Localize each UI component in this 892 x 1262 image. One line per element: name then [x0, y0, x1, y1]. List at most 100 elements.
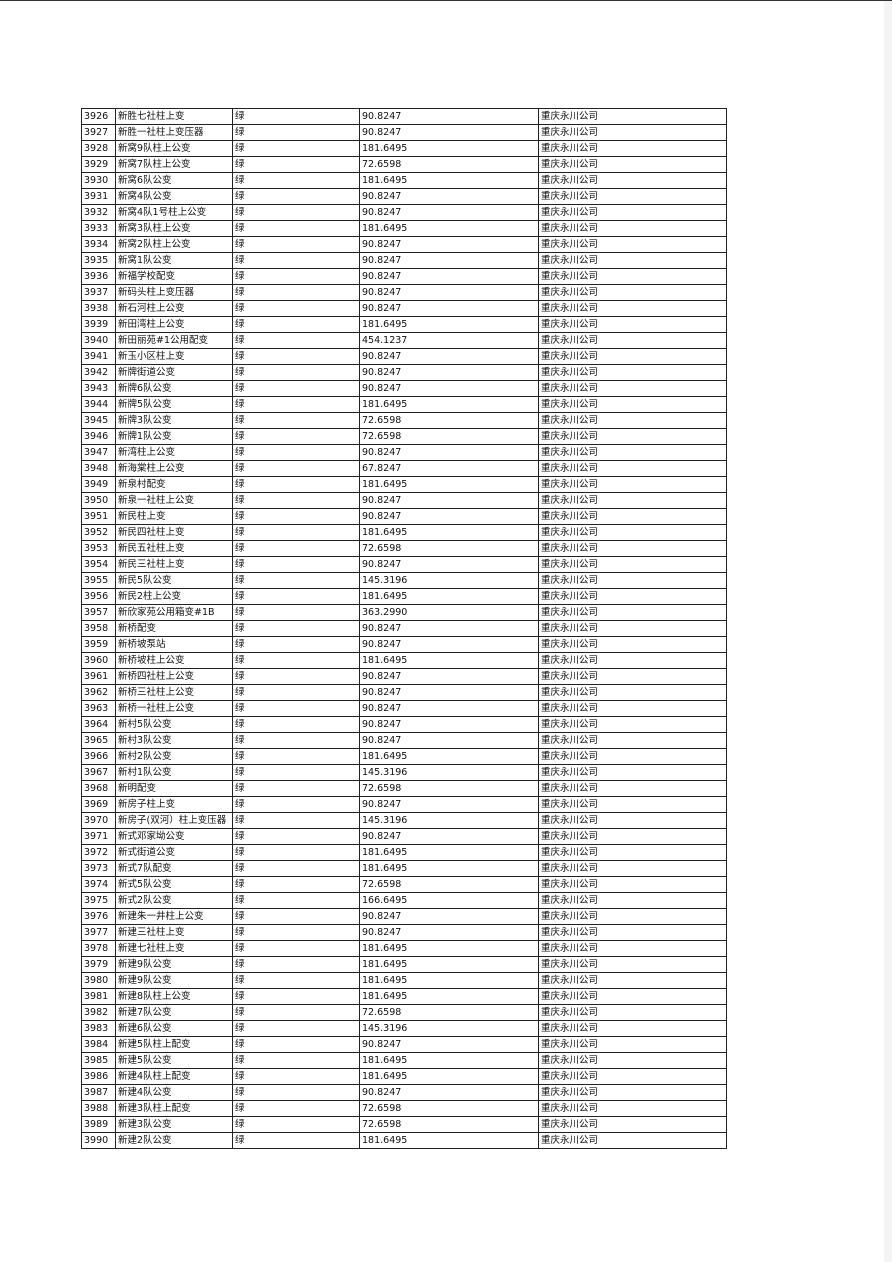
row-number-cell: 3972 — [81, 844, 116, 861]
color-code-cell: 绿 — [232, 476, 360, 493]
row-number-cell: 3980 — [81, 972, 116, 989]
station-name-cell: 新桥配变 — [115, 620, 233, 637]
company-cell: 重庆永川公司 — [538, 236, 727, 253]
row-number-cell: 3988 — [81, 1100, 116, 1117]
row-number-cell: 3954 — [81, 556, 116, 573]
table-row: 3929 新窝7队柱上公变绿 72.6598 重庆永川公司 — [81, 156, 727, 173]
row-number-cell: 3976 — [81, 908, 116, 925]
station-name-cell: 新建3队公变 — [115, 1116, 233, 1133]
value-cell: 90.8247 — [359, 268, 539, 285]
color-code-cell: 绿 — [232, 556, 360, 573]
color-code-cell: 绿 — [232, 316, 360, 333]
color-code-cell: 绿 — [232, 524, 360, 541]
station-name-cell: 新湾柱上公变 — [115, 444, 233, 461]
value-cell: 90.8247 — [359, 732, 539, 749]
station-name-cell: 新田湾柱上公变 — [115, 316, 233, 333]
row-number-cell: 3982 — [81, 1004, 116, 1021]
value-cell: 181.6495 — [359, 956, 539, 973]
station-name-cell: 新村1队公变 — [115, 764, 233, 781]
station-name-cell: 新建2队公变 — [115, 1132, 233, 1149]
station-name-cell: 新窝2队柱上公变 — [115, 236, 233, 253]
table-row: 3940 新田丽苑#1公用配变绿 454.1237 重庆永川公司 — [81, 332, 727, 349]
value-cell: 181.6495 — [359, 860, 539, 877]
value-cell: 90.8247 — [359, 108, 539, 125]
table-row: 3965 新村3队公变绿 90.8247 重庆永川公司 — [81, 732, 727, 749]
company-cell: 重庆永川公司 — [538, 700, 727, 717]
table-row: 3957 新欣家苑公用箱变#1B 绿 363.2990 重庆永川公司 — [81, 604, 727, 621]
station-name-cell: 新明配变 — [115, 780, 233, 797]
color-code-cell: 绿 — [232, 636, 360, 653]
station-name-cell: 新泉村配变 — [115, 476, 233, 493]
row-number-cell: 3966 — [81, 748, 116, 765]
color-code-cell: 绿 — [232, 844, 360, 861]
company-cell: 重庆永川公司 — [538, 220, 727, 237]
station-name-cell: 新村3队公变 — [115, 732, 233, 749]
value-cell: 90.8247 — [359, 380, 539, 397]
station-name-cell: 新窝6队公变 — [115, 172, 233, 189]
row-number-cell: 3951 — [81, 508, 116, 525]
table-row: 3979 新建9队公变绿 181.6495 重庆永川公司 — [81, 956, 727, 973]
value-cell: 90.8247 — [359, 236, 539, 253]
row-number-cell: 3984 — [81, 1036, 116, 1053]
station-name-cell: 新式7队配变 — [115, 860, 233, 877]
station-name-cell: 新牌5队公变 — [115, 396, 233, 413]
table-row: 3976 新建朱一井柱上公变绿 90.8247 重庆永川公司 — [81, 908, 727, 925]
company-cell: 重庆永川公司 — [538, 716, 727, 733]
company-cell: 重庆永川公司 — [538, 764, 727, 781]
table-row: 3932 新窝4队1号柱上公变绿 90.8247 重庆永川公司 — [81, 204, 727, 221]
value-cell: 90.8247 — [359, 620, 539, 637]
station-name-cell: 新民五社柱上变 — [115, 540, 233, 557]
row-number-cell: 3929 — [81, 156, 116, 173]
row-number-cell: 3983 — [81, 1020, 116, 1037]
station-name-cell: 新建3队柱上配变 — [115, 1100, 233, 1117]
station-name-cell: 新建9队公变 — [115, 972, 233, 989]
station-name-cell: 新建9队公变 — [115, 956, 233, 973]
color-code-cell: 绿 — [232, 716, 360, 733]
station-name-cell: 新民5队公变 — [115, 572, 233, 589]
row-number-cell: 3987 — [81, 1084, 116, 1101]
table-row: 3971 新式邓家坳公变绿 90.8247 重庆永川公司 — [81, 828, 727, 845]
table-row: 3939 新田湾柱上公变绿 181.6495 重庆永川公司 — [81, 316, 727, 333]
table-row: 3981 新建8队柱上公变绿 181.6495 重庆永川公司 — [81, 988, 727, 1005]
company-cell: 重庆永川公司 — [538, 1100, 727, 1117]
color-code-cell: 绿 — [232, 204, 360, 221]
row-number-cell: 3981 — [81, 988, 116, 1005]
row-number-cell: 3961 — [81, 668, 116, 685]
value-cell: 72.6598 — [359, 156, 539, 173]
value-cell: 181.6495 — [359, 524, 539, 541]
row-number-cell: 3937 — [81, 284, 116, 301]
company-cell: 重庆永川公司 — [538, 1068, 727, 1085]
row-number-cell: 3979 — [81, 956, 116, 973]
color-code-cell: 绿 — [232, 252, 360, 269]
table-row: 3953 新民五社柱上变绿 72.6598 重庆永川公司 — [81, 540, 727, 557]
value-cell: 72.6598 — [359, 412, 539, 429]
color-code-cell: 绿 — [232, 956, 360, 973]
color-code-cell: 绿 — [232, 924, 360, 941]
value-cell: 181.6495 — [359, 316, 539, 333]
company-cell: 重庆永川公司 — [538, 1132, 727, 1149]
row-number-cell: 3989 — [81, 1116, 116, 1133]
table-row: 3974 新式5队公变绿 72.6598 重庆永川公司 — [81, 876, 727, 893]
station-name-cell: 新建七社柱上变 — [115, 940, 233, 957]
value-cell: 90.8247 — [359, 204, 539, 221]
table-row: 3937 新码头柱上变压器绿 90.8247 重庆永川公司 — [81, 284, 727, 301]
color-code-cell: 绿 — [232, 1036, 360, 1053]
color-code-cell: 绿 — [232, 732, 360, 749]
company-cell: 重庆永川公司 — [538, 300, 727, 317]
row-number-cell: 3947 — [81, 444, 116, 461]
table-row: 3956 新民2柱上公变绿 181.6495 重庆永川公司 — [81, 588, 727, 605]
row-number-cell: 3950 — [81, 492, 116, 509]
table-row: 3947 新湾柱上公变绿 90.8247 重庆永川公司 — [81, 444, 727, 461]
color-code-cell: 绿 — [232, 508, 360, 525]
company-cell: 重庆永川公司 — [538, 492, 727, 509]
color-code-cell: 绿 — [232, 444, 360, 461]
table-row: 3927 新胜一社柱上变压器绿 90.8247 重庆永川公司 — [81, 124, 727, 141]
station-name-cell: 新福学校配变 — [115, 268, 233, 285]
row-number-cell: 3945 — [81, 412, 116, 429]
station-name-cell: 新建5队公变 — [115, 1052, 233, 1069]
color-code-cell: 绿 — [232, 284, 360, 301]
value-cell: 181.6495 — [359, 748, 539, 765]
company-cell: 重庆永川公司 — [538, 204, 727, 221]
table-row: 3986 新建4队柱上配变绿 181.6495 重庆永川公司 — [81, 1068, 727, 1085]
table-row: 3926 新胜七社柱上变绿 90.8247 重庆永川公司 — [81, 108, 727, 125]
